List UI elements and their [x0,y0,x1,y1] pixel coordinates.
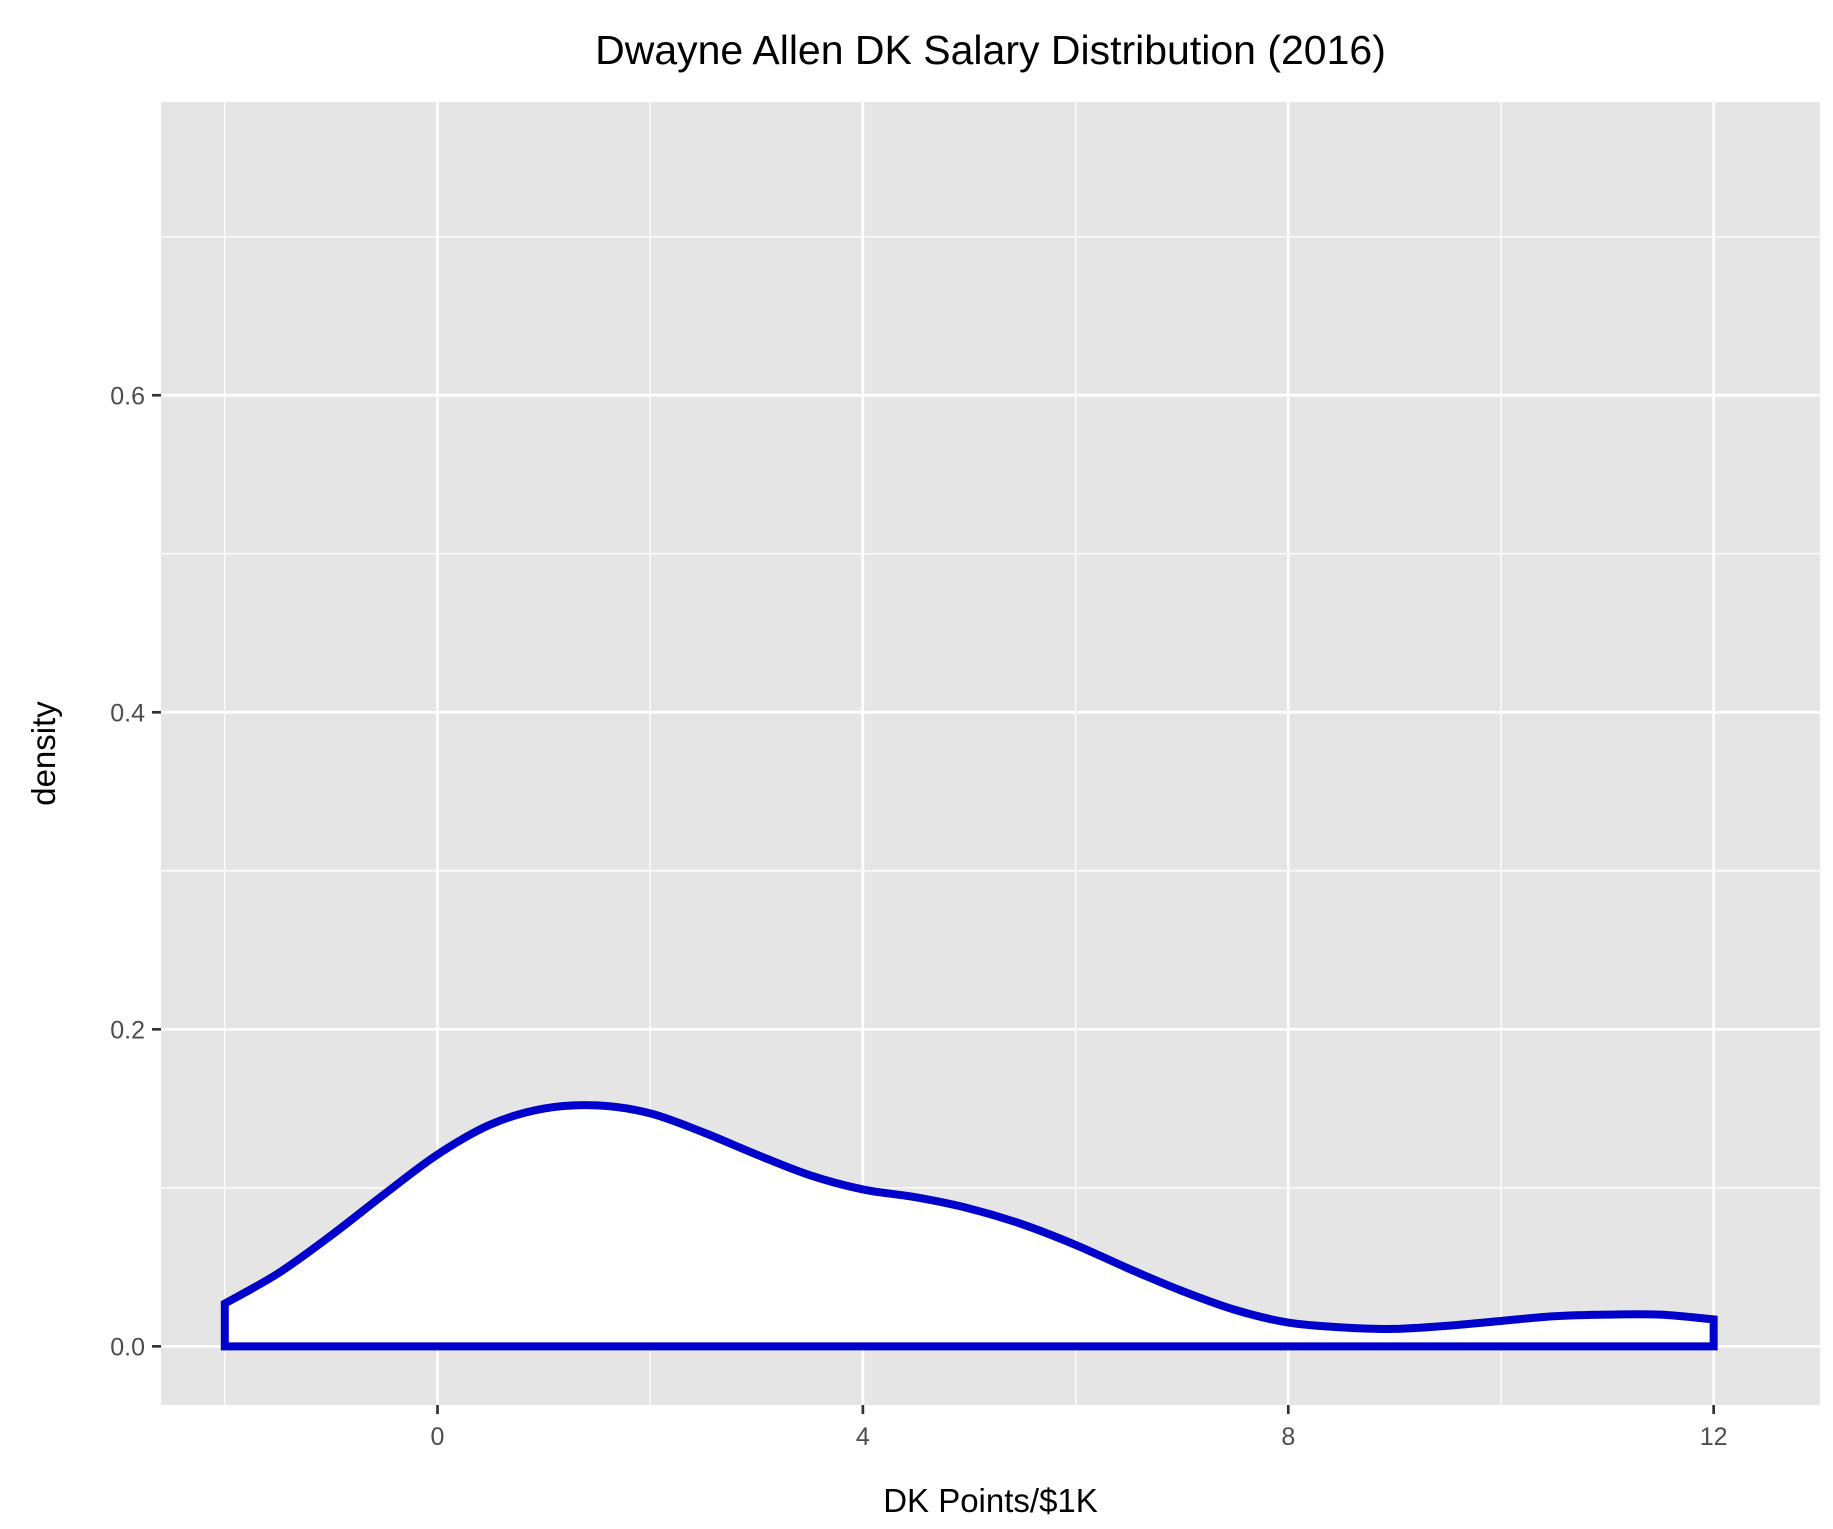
x-tick-labels: 0 4 8 12 [431,1423,1728,1451]
axis-ticks [152,393,1716,1414]
x-tick-label: 4 [856,1423,870,1451]
x-tick-label: 12 [1700,1423,1728,1451]
y-tick-labels: 0.0 0.2 0.4 0.6 [110,382,145,1361]
chart-title: Dwayne Allen DK Salary Distribution (201… [595,27,1386,73]
x-axis-title: DK Points/$1K [883,1482,1098,1519]
y-axis-title: density [25,701,62,806]
x-tick-label: 8 [1281,1423,1295,1451]
x-tick-label: 0 [431,1423,445,1451]
y-tick-label: 0.6 [110,382,145,410]
y-tick-label: 0.0 [110,1333,145,1361]
density-curve [220,1101,1718,1351]
y-tick-label: 0.4 [110,699,145,727]
y-tick-label: 0.2 [110,1016,145,1044]
